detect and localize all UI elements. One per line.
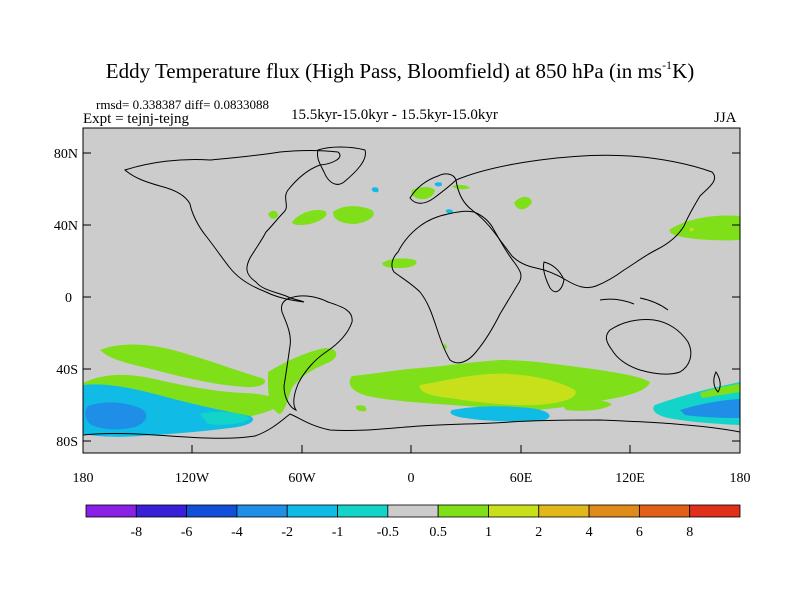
coastlines [83, 146, 740, 439]
colorbar [85, 504, 741, 518]
lon-label-60w: 60W [288, 471, 316, 486]
cyan-region-norwegian-sea [371, 187, 379, 193]
yellow-region-south-indian [419, 373, 576, 406]
colorbar-swatch [588, 504, 640, 518]
antarctica-coast [83, 413, 740, 439]
green-region-southern-ocean-east [560, 399, 612, 411]
lat-label-40n: 40N [54, 219, 78, 234]
period-label: 15.5kyr-15.0kyr - 15.5kyr-15.0kyr [291, 107, 498, 123]
green-region-tasman [700, 384, 740, 398]
north-america-coast [124, 150, 341, 303]
field-contours [83, 182, 740, 437]
new-zealand-coast [713, 371, 721, 393]
green-region-subtropical-pacific [100, 344, 266, 388]
lon-label-0: 0 [408, 471, 415, 486]
colorbar-swatch [538, 504, 590, 518]
axis-ticks [82, 152, 741, 453]
colorbar-swatch [488, 504, 540, 518]
lon-label-180w: 180 [73, 471, 94, 486]
south-america-coast [281, 295, 353, 411]
green-region-siberia [514, 196, 532, 210]
lon-label-120e: 120E [615, 471, 645, 486]
green-region-southern-ocean-small [355, 405, 367, 412]
cyan-region-south-indian [450, 406, 550, 422]
colorbar-swatch [236, 504, 288, 518]
lat-label-80s: 80S [56, 435, 78, 450]
yellow-region-north-pacific [689, 227, 694, 232]
colorbar-label: -1 [332, 525, 344, 540]
green-region-subtropical-atlantic [382, 258, 417, 268]
colorbar-label: 4 [586, 525, 593, 540]
green-region-patagonia [268, 348, 337, 414]
lat-label-0: 0 [65, 291, 72, 306]
lat-label-40s: 40S [56, 363, 78, 378]
indonesia-coast [599, 297, 669, 311]
colorbar-label: -6 [181, 525, 193, 540]
colorbar-swatch [337, 504, 389, 518]
season-label: JJA [714, 110, 737, 126]
colorbar-swatch [186, 504, 238, 518]
greenland-coast [317, 146, 366, 185]
australia-coast [605, 319, 692, 375]
colorbar-label: 2 [535, 525, 542, 540]
colorbar-label: -4 [231, 525, 243, 540]
colorbar-swatch [638, 504, 691, 518]
colorbar-labels: -8 -6 -4 -2 -1 -0.5 0.5 1 2 4 6 8 [130, 525, 693, 540]
colorbar-swatch [689, 504, 741, 518]
colorbar-label: 0.5 [429, 525, 447, 540]
green-region-canada [268, 210, 278, 219]
green-region-north-pacific [669, 215, 740, 241]
lon-label-60e: 60E [510, 471, 533, 486]
rmsd-diff-stats: rmsd= 0.338387 diff= 0.0833088 [96, 97, 269, 112]
latitude-labels: 80N 40N 0 40S 80S [54, 147, 78, 450]
green-region-mid-atlantic [333, 206, 374, 224]
turquoise-region-south-pacific [200, 411, 250, 425]
colorbar-label: 1 [485, 525, 492, 540]
india-coast [543, 261, 565, 293]
colorbar-label: -0.5 [377, 525, 399, 540]
colorbar-swatch [286, 504, 338, 518]
green-region-baltic [452, 184, 470, 190]
cyan-region-barents-sea [434, 182, 443, 187]
europe-africa-coast [391, 210, 522, 364]
lon-label-120w: 120W [175, 471, 210, 486]
colorbar-swatch [135, 504, 188, 518]
experiment-label: Expt = tejnj-tejng [83, 111, 189, 127]
lon-label-180e: 180 [730, 471, 751, 486]
colorbar-label: 6 [636, 525, 643, 540]
blue-region-tasman [680, 399, 740, 418]
asia-coast [455, 154, 716, 289]
green-region-scandinavia [411, 187, 435, 200]
colorbar-swatch [437, 504, 489, 518]
colorbar-label: -8 [130, 525, 142, 540]
map-title: Eddy Temperature flux (High Pass, Bloomf… [105, 58, 695, 83]
lat-label-80n: 80N [54, 147, 78, 162]
colorbar-swatch [85, 504, 137, 518]
colorbar-label: -2 [281, 525, 293, 540]
colorbar-label: 8 [686, 525, 693, 540]
blue-region-south-pacific [85, 402, 147, 430]
longitude-labels: 180 120W 60W 0 60E 120E 180 [73, 471, 751, 486]
colorbar-swatch [387, 504, 439, 518]
green-region-north-atlantic [292, 210, 327, 226]
